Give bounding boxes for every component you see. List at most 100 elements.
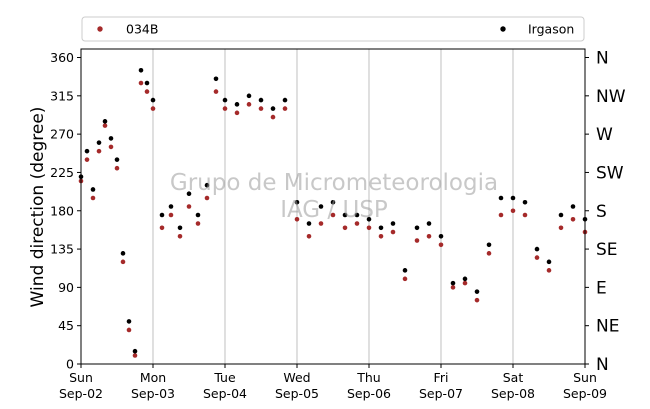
compass-label: NW [596, 87, 626, 107]
y-tick-label: 90 [58, 280, 74, 295]
x-tick-label-date: Sep-06 [347, 386, 391, 401]
data-point [168, 204, 174, 209]
data-point [222, 106, 228, 111]
compass-label: E [596, 278, 607, 298]
data-point [378, 225, 384, 231]
legend-label-034b: 034B [126, 22, 158, 37]
data-point [438, 234, 444, 239]
data-point [294, 216, 300, 222]
data-point [150, 106, 156, 111]
data-point [570, 216, 576, 222]
data-point [186, 191, 192, 197]
data-point [159, 212, 165, 218]
data-point [150, 97, 156, 103]
legend: 034B Irgason [81, 16, 585, 42]
data-point [246, 102, 252, 107]
data-point [222, 97, 228, 103]
data-point [330, 212, 336, 218]
series-034b [78, 80, 588, 358]
data-point [204, 182, 210, 188]
plot-frame [80, 48, 586, 365]
watermark-line-2: IAG / USP [280, 197, 388, 223]
data-point [558, 212, 564, 218]
data-point [306, 234, 312, 239]
data-point [186, 204, 192, 209]
x-tick-label-day: Sun [573, 370, 597, 385]
x-tick-label-day: Mon [140, 370, 166, 385]
data-point [342, 225, 348, 231]
data-point [342, 212, 348, 218]
data-point [258, 106, 264, 111]
data-point [438, 242, 444, 248]
y-axis: 0 45 90 135 180 225 270 315 360 [50, 50, 81, 372]
data-point [510, 208, 516, 214]
data-point [246, 93, 252, 99]
data-point [270, 114, 276, 120]
data-point [450, 280, 456, 286]
data-point [213, 76, 219, 82]
data-point [126, 327, 132, 333]
data-point [354, 212, 360, 218]
x-tick-label-date: Sep-08 [491, 386, 535, 401]
data-point [120, 259, 126, 265]
data-point [450, 285, 456, 290]
data-point [90, 187, 96, 192]
legend-label-irgason: Irgason [528, 22, 574, 37]
data-point [108, 144, 114, 150]
data-point [132, 353, 138, 358]
data-point [474, 289, 480, 294]
data-point [102, 123, 108, 128]
data-point [114, 165, 120, 171]
y-tick-label: 0 [66, 357, 74, 372]
data-point [522, 212, 528, 218]
data-point [294, 199, 300, 205]
y-tick-label: 135 [50, 242, 74, 257]
data-point [84, 157, 90, 162]
y-tick-label: 45 [58, 318, 74, 333]
x-tick-label-date: Sep-02 [59, 386, 103, 401]
data-point [258, 97, 264, 103]
x-tick-label-date: Sep-07 [419, 386, 463, 401]
points-layer [78, 67, 588, 358]
x-tick-label-day: Sat [503, 370, 524, 385]
data-point [474, 297, 480, 303]
y-axis-label: Wind direction (degree) [28, 107, 48, 308]
x-tick-label-day: Sun [69, 370, 93, 385]
y-tick-label: 180 [50, 203, 74, 218]
compass-label: N [596, 355, 609, 375]
data-point [414, 238, 420, 243]
data-point [390, 229, 396, 235]
data-point [138, 80, 144, 86]
y-tick-label: 270 [50, 127, 74, 142]
y-tick-label: 225 [50, 165, 74, 180]
data-point [522, 199, 528, 205]
x-tick-label-day: Tue [213, 370, 236, 385]
data-point [282, 97, 288, 103]
x-tick-label-day: Fri [434, 370, 449, 385]
data-point [486, 242, 492, 248]
data-point [177, 225, 183, 231]
data-point [546, 268, 552, 273]
compass-label: SE [596, 240, 618, 260]
x-tick-label-day: Wed [283, 370, 310, 385]
data-point [120, 251, 126, 256]
data-point [132, 348, 138, 354]
data-point [204, 195, 210, 201]
compass-axis: N NE E SE S SW W NW N [585, 49, 626, 375]
data-point [138, 67, 144, 73]
data-point [462, 276, 468, 282]
watermark-layer: Grupo de Micrometeorologia IAG / USP [170, 170, 498, 223]
data-point [270, 106, 276, 111]
data-point [330, 199, 336, 205]
data-point [534, 246, 540, 252]
data-point [534, 255, 540, 260]
data-point [306, 221, 312, 226]
data-point [366, 225, 372, 231]
data-point [498, 195, 504, 201]
data-point [546, 259, 552, 265]
compass-label: NE [596, 317, 619, 337]
compass-label: S [596, 202, 607, 222]
series-irgason [78, 67, 588, 354]
data-point [108, 136, 114, 141]
data-point [177, 234, 183, 239]
